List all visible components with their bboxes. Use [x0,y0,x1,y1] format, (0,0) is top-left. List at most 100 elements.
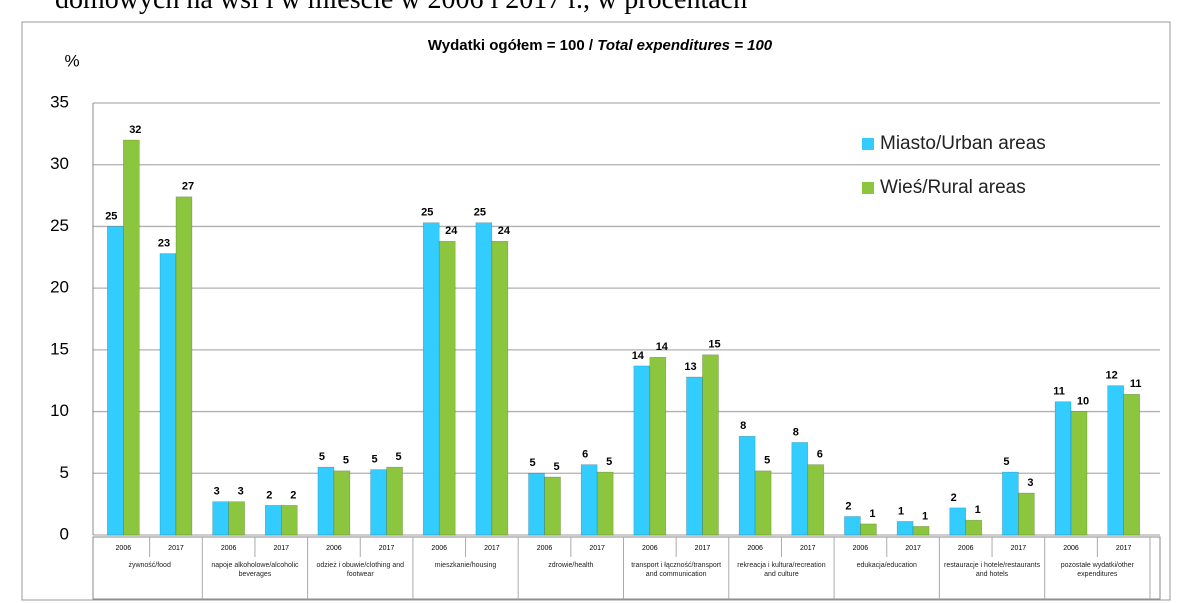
legend: Miasto/Urban areas Wieś/Rural areas [862,133,1052,221]
bar [422,222,440,536]
group-label: odzież i obuwie/clothing and footwear [316,562,405,578]
x-tick-label: 2006 [116,545,132,552]
bar [844,516,861,536]
bar [1107,385,1124,536]
value-label: 14 [632,350,645,362]
bar [754,470,772,536]
x-tick-label: 2017 [589,545,605,552]
bar [1123,393,1140,536]
value-label: 5 [372,453,378,465]
bar [965,519,983,536]
value-label: 5 [1003,456,1009,468]
value-label: 25 [421,207,433,219]
x-tick-label: 2006 [326,545,342,552]
value-label: 25 [105,210,117,222]
bar [702,354,719,536]
value-label: 32 [129,124,141,136]
value-label: 3 [1027,477,1033,489]
legend-swatch [862,182,874,194]
bar [317,466,335,536]
y-tick-label: 0 [60,524,69,543]
x-tick-label: 2017 [905,545,921,552]
bar [949,507,967,536]
value-label: 23 [158,237,170,249]
value-label: 25 [474,207,486,219]
value-label: 1 [922,510,928,522]
title-main: Wydatki ogółem = 100 / [428,37,597,54]
bar [738,435,756,536]
value-label: 3 [214,486,220,498]
group-label: transport i łączność/transport and commu… [631,562,722,578]
bar [491,240,509,536]
value-label: 6 [582,449,588,461]
x-tick-label: 2017 [379,545,395,552]
group-label: rekreacja i kultura/recreation and cultu… [737,562,826,578]
value-label: 5 [319,451,325,463]
bar [212,501,229,536]
x-tick-label: 2006 [853,545,869,552]
bar [860,523,877,536]
value-label: 24 [498,225,511,237]
value-label: 5 [343,455,349,467]
bar [912,526,930,536]
value-label: 27 [182,181,194,193]
x-tick-label: 2006 [642,545,658,552]
value-label: 3 [238,486,244,498]
value-label: 2 [951,492,957,504]
bar [580,464,598,536]
bar [228,501,245,536]
y-tick-label: 25 [50,216,69,235]
value-label: 11 [1130,378,1142,390]
bar [123,139,140,536]
bar [1070,411,1088,536]
bar [791,442,809,536]
y-tick-label: 15 [50,339,69,358]
legend-item: Wieś/Rural areas [862,177,1052,199]
x-tick-label: 2006 [431,545,447,552]
heading: domowych na wsi i w mieście w 2006 i 201… [55,0,747,16]
x-tick-label: 2006 [747,545,763,552]
group-label: pozostałe wydatki/other expenditures [1060,562,1134,578]
bar [807,464,825,536]
x-tick-label: 2006 [1063,545,1079,552]
value-label: 5 [606,456,612,468]
value-label: 5 [553,461,559,473]
value-label: 14 [656,341,669,353]
value-label: 8 [740,420,746,432]
bar [596,471,614,536]
y-tick-label: 35 [50,92,69,111]
category-table [92,536,1161,600]
bar [1018,492,1035,536]
value-label: 24 [445,225,458,237]
legend-label: Wieś/Rural areas [880,177,1026,198]
value-label: 5 [764,455,770,467]
group-label: żywność/food [128,562,171,569]
legend-swatch [862,138,874,150]
bar [633,365,651,536]
x-tick-label: 2017 [1116,545,1132,552]
bar [649,356,667,536]
bar [896,521,914,536]
y-tick-label: 5 [60,463,69,482]
group-label: napoje alkoholowe/alcoholic beverages [211,562,299,578]
y-axis-label: % [64,51,79,70]
value-label: 6 [817,449,823,461]
bar [280,505,298,536]
bar [264,505,282,536]
value-label: 12 [1106,370,1118,382]
bar [159,253,177,536]
y-tick-label: 20 [50,278,69,297]
value-label: 2 [290,489,296,501]
group-label: mieszkanie/housing [434,562,497,569]
bar [107,226,124,536]
x-tick-label: 2006 [221,545,237,552]
legend-item: Miasto/Urban areas [862,133,1052,155]
legend-label: Miasto/Urban areas [880,133,1046,154]
title-italic: Total expenditures = 100 [597,37,773,54]
value-label: 15 [708,339,720,351]
value-label: 5 [396,451,402,463]
bar [1054,401,1072,536]
bar [544,476,561,536]
